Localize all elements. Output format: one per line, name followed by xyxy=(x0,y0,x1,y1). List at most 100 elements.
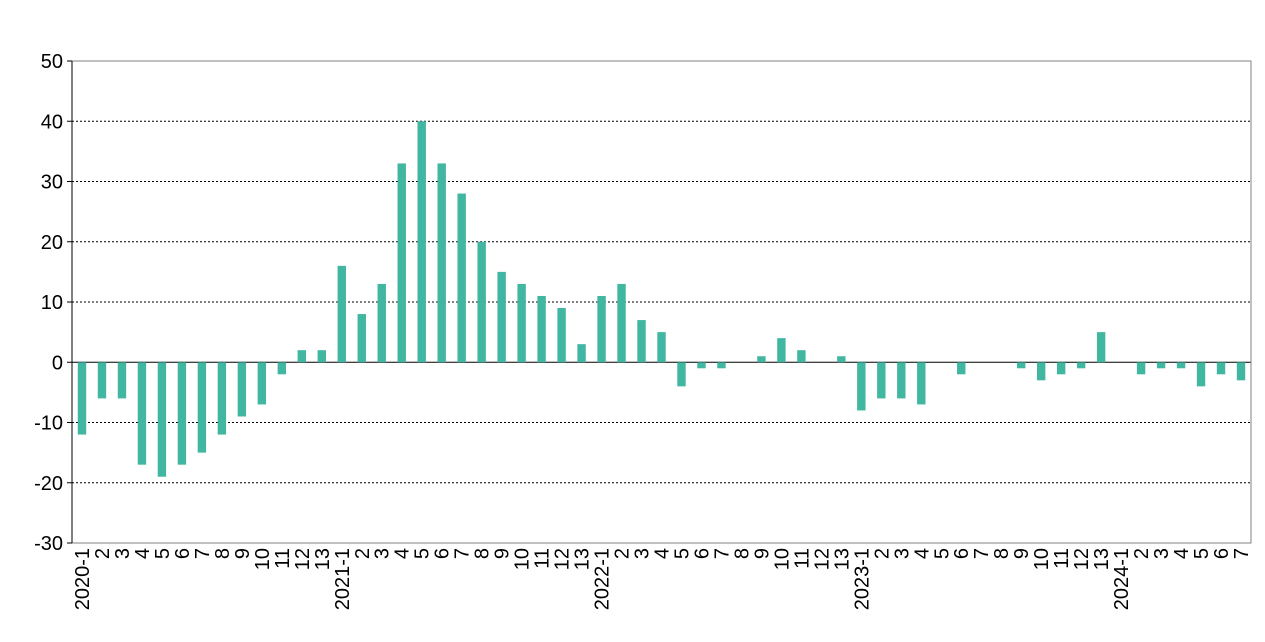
bar xyxy=(837,356,846,363)
x-tick-label: 4 xyxy=(392,548,414,559)
x-tick-label: 5 xyxy=(152,548,174,559)
x-tick-label: 6 xyxy=(172,548,194,559)
x-tick-label: 2 xyxy=(92,548,114,559)
bar xyxy=(597,295,606,363)
x-tick-label: 11 xyxy=(272,548,294,569)
bar xyxy=(797,350,806,363)
bar xyxy=(317,350,326,363)
x-tick-labels: 2020-123456789101112132021-1234567891011… xyxy=(72,548,1253,610)
y-tick-label: -30 xyxy=(34,533,63,555)
x-tick-label: 9 xyxy=(751,548,773,559)
bar xyxy=(197,362,207,453)
bar xyxy=(377,283,386,363)
bar xyxy=(397,163,406,363)
bar xyxy=(257,362,267,405)
bar xyxy=(1136,362,1146,375)
x-tick-label: 13 xyxy=(572,548,594,570)
y-tick-labels: -30 -20 -10 0 10 20 30 40 50 xyxy=(34,51,72,555)
y-tick-label: -10 xyxy=(34,413,63,435)
bar xyxy=(1236,362,1246,381)
y-tick-label: 30 xyxy=(41,172,63,194)
grid-lines xyxy=(72,120,1251,484)
x-tick-label: 12 xyxy=(811,548,833,570)
bar xyxy=(1196,362,1206,387)
x-tick-label: 7 xyxy=(711,548,733,559)
bar xyxy=(1156,362,1166,369)
x-tick-label: 6 xyxy=(432,548,454,559)
x-tick-label: 7 xyxy=(971,548,993,559)
bar xyxy=(777,338,786,363)
bar xyxy=(217,362,227,435)
x-tick-label: 3 xyxy=(112,548,134,559)
x-tick-label: 11 xyxy=(1051,548,1073,569)
bar xyxy=(357,314,366,363)
x-tick-label: 2022-1 xyxy=(592,548,614,610)
bar xyxy=(497,271,506,363)
x-tick-label: 11 xyxy=(532,548,554,569)
bar xyxy=(1076,362,1086,369)
bar xyxy=(897,362,906,399)
x-tick-label: 2020-1 xyxy=(72,548,94,610)
x-tick-label: 9 xyxy=(492,548,514,559)
y-tick-label: 0 xyxy=(52,352,63,374)
bar xyxy=(877,362,886,399)
x-tick-label: 2 xyxy=(1131,548,1153,559)
x-tick-label: 12 xyxy=(552,548,574,570)
y-tick-label: 50 xyxy=(41,51,63,73)
bar xyxy=(1216,362,1226,375)
x-tick-label: 2021-1 xyxy=(332,548,354,610)
x-tick-label: 2 xyxy=(352,548,374,559)
bar xyxy=(757,356,766,363)
bar xyxy=(1036,362,1046,381)
x-tick-label: 2024-1 xyxy=(1111,548,1133,610)
x-tick-label: 12 xyxy=(1071,548,1093,570)
bar xyxy=(297,350,307,363)
x-tick-label: 10 xyxy=(252,548,274,570)
bar xyxy=(237,362,247,417)
bar xyxy=(1016,362,1026,369)
x-tick-label: 3 xyxy=(1151,548,1173,559)
x-tick-label: 8 xyxy=(472,548,494,559)
bar xyxy=(117,362,127,399)
x-tick-label: 4 xyxy=(1171,548,1193,559)
x-tick-label: 7 xyxy=(452,548,474,559)
x-tick-label: 5 xyxy=(412,548,434,559)
x-tick-label: 6 xyxy=(691,548,713,559)
bar xyxy=(337,265,346,363)
bar xyxy=(637,320,646,363)
x-tick-label: 7 xyxy=(1231,548,1253,559)
bar xyxy=(277,362,287,375)
y-tick-label: 10 xyxy=(41,292,63,314)
bar xyxy=(657,332,666,363)
bars xyxy=(77,121,1246,477)
bar xyxy=(457,193,466,363)
bar xyxy=(957,362,966,375)
bar xyxy=(437,163,446,363)
bar xyxy=(517,283,526,363)
bar xyxy=(77,362,87,435)
x-tick-label: 8 xyxy=(731,548,753,559)
x-tick-label: 13 xyxy=(831,548,853,570)
x-tick-label: 4 xyxy=(132,548,154,559)
x-tick-label: 3 xyxy=(891,548,913,559)
x-tick-label: 9 xyxy=(232,548,254,559)
bar xyxy=(157,362,167,477)
y-tick-label: 20 xyxy=(41,232,63,254)
bar xyxy=(617,283,626,363)
x-tick-label: 9 xyxy=(1011,548,1033,559)
y-tick-label: 40 xyxy=(41,111,63,133)
x-tick-label: 5 xyxy=(671,548,693,559)
x-tick-label: 4 xyxy=(652,548,674,559)
x-tick-label: 8 xyxy=(212,548,234,559)
bar xyxy=(177,362,187,465)
bar xyxy=(1056,362,1066,375)
bar xyxy=(857,362,866,411)
bar xyxy=(717,362,726,369)
bar xyxy=(1096,332,1106,363)
x-tick-label: 12 xyxy=(292,548,314,570)
x-tick-label: 4 xyxy=(911,548,933,559)
bar xyxy=(577,344,586,363)
x-tick-label: 5 xyxy=(1191,548,1213,559)
bar xyxy=(917,362,926,405)
x-tick-label: 2023-1 xyxy=(851,548,873,610)
